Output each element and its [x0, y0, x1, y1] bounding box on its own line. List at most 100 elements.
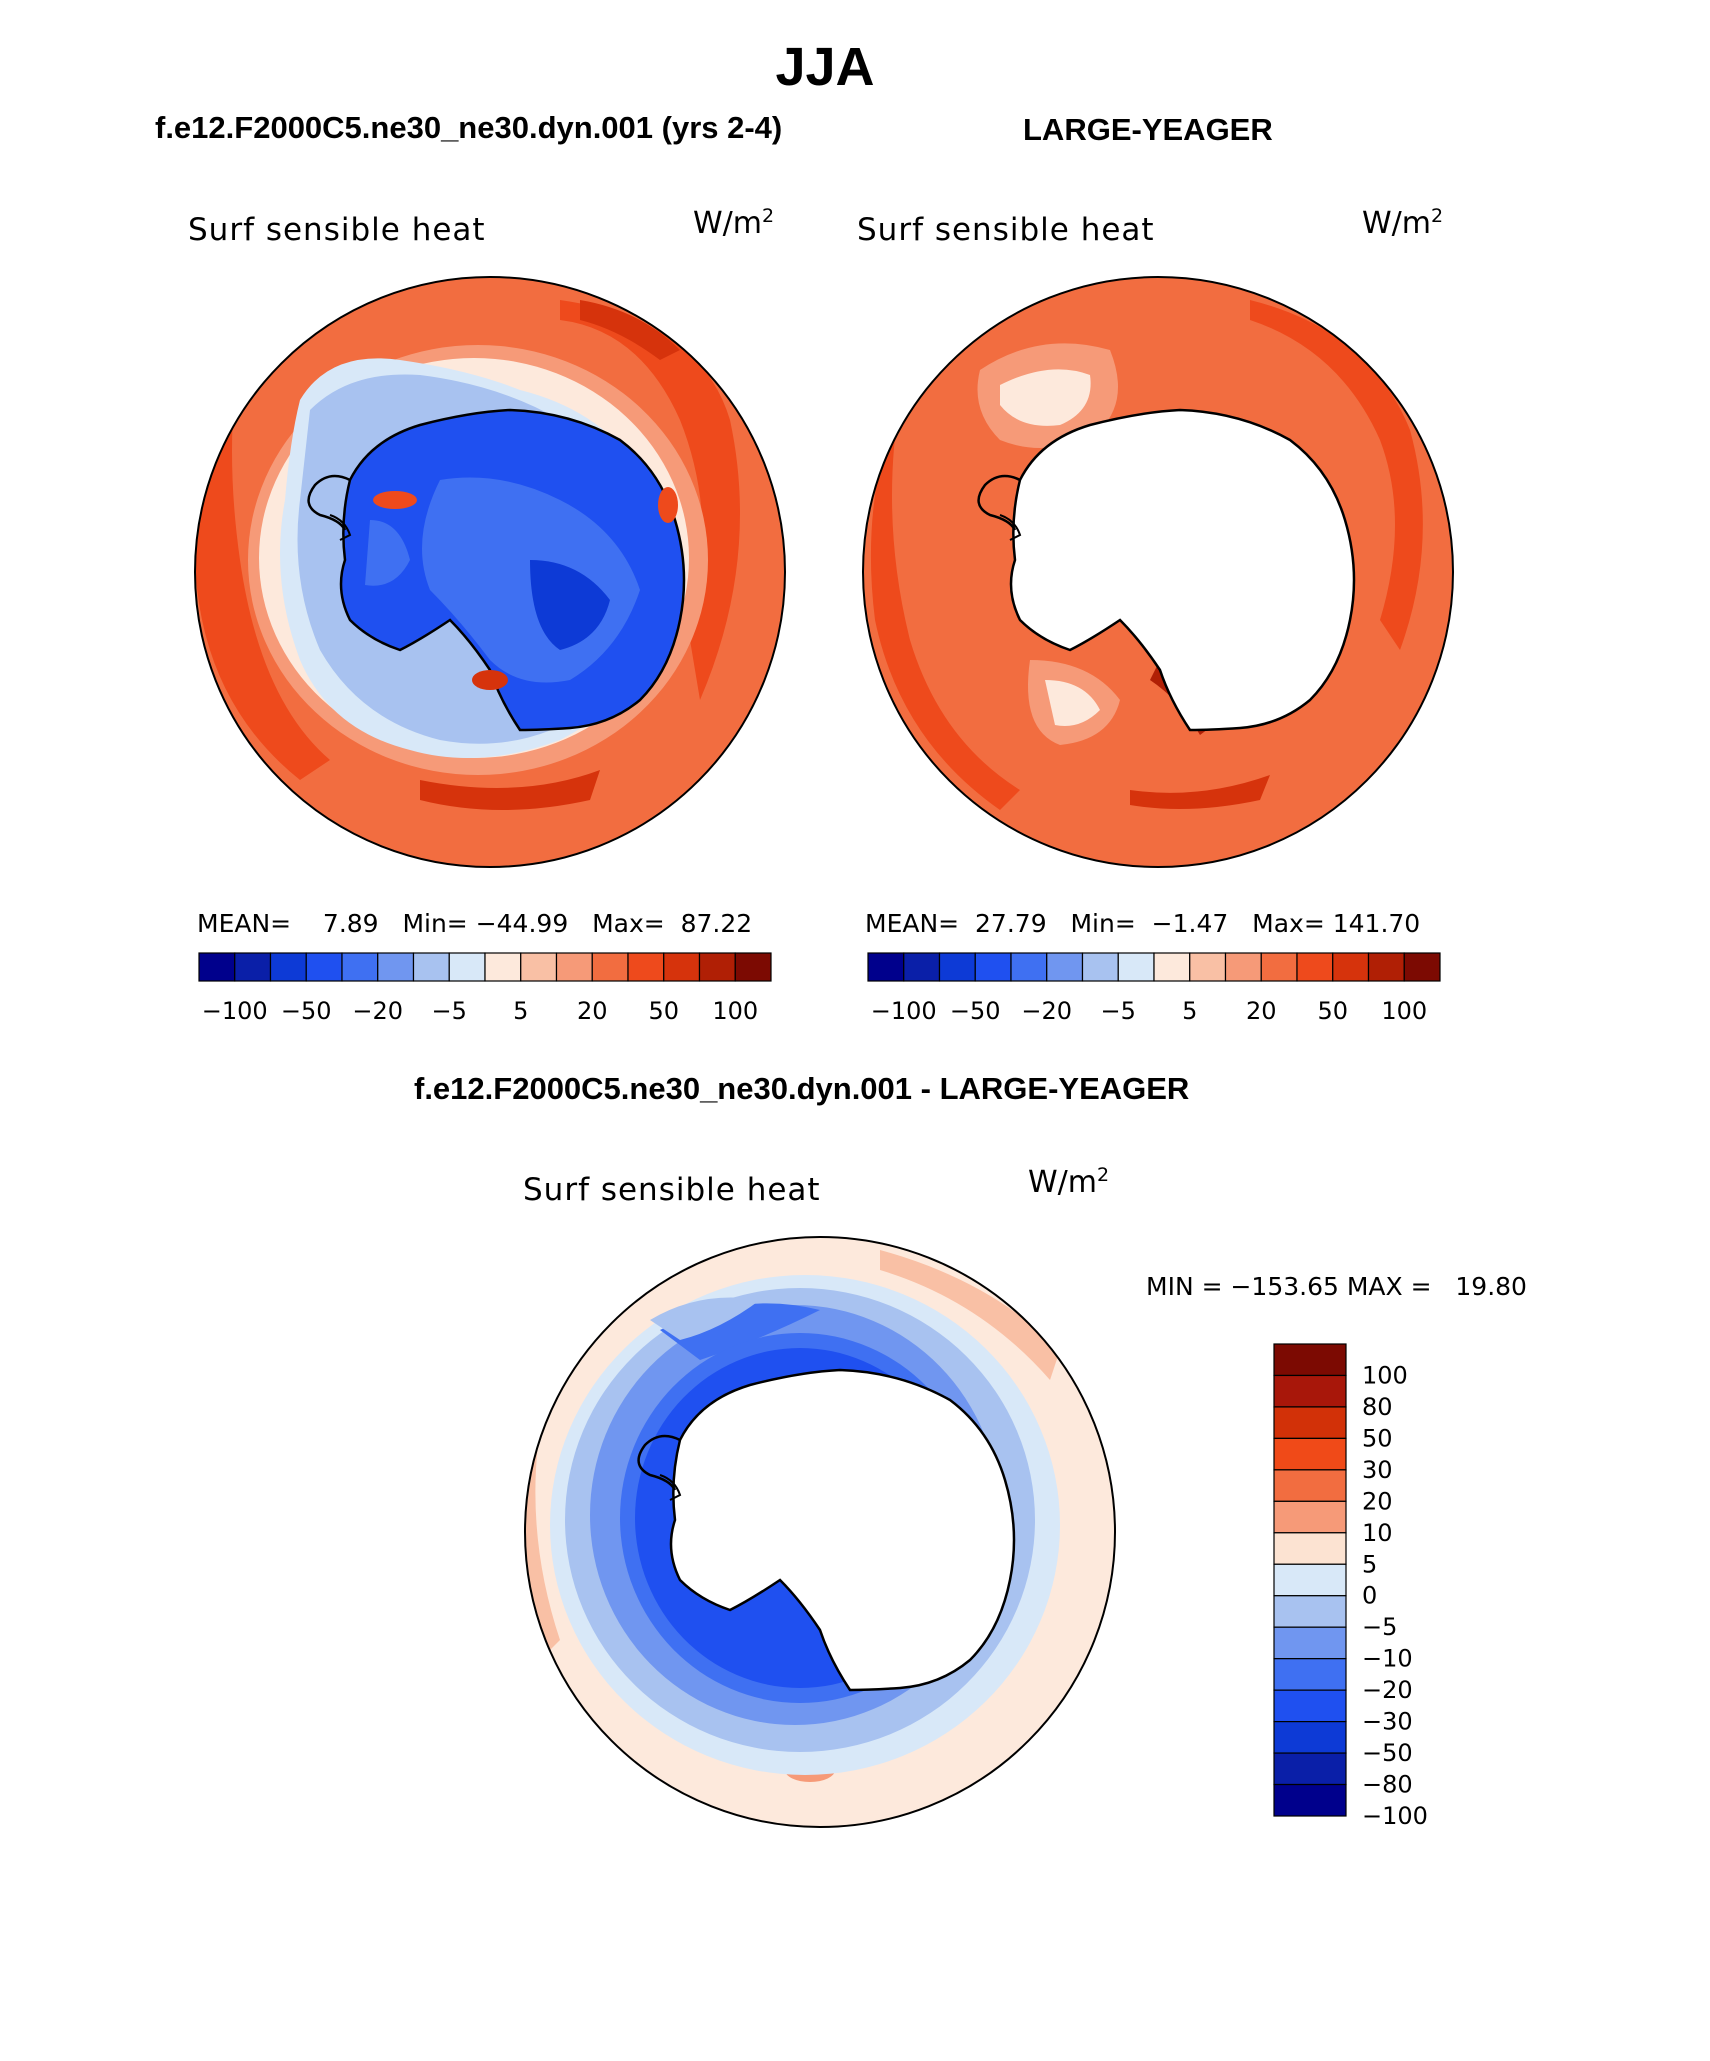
colorbar-difference-swatch — [1273, 1563, 1347, 1597]
colorbar-model-tick-label: −20 — [352, 997, 403, 1025]
colorbar-model-swatch — [627, 952, 665, 982]
minmax-difference: MIN = −153.65 MAX = 19.80 — [1146, 1272, 1527, 1301]
colorbar-model-swatch — [698, 952, 736, 982]
colorbar-model-tick-label: −50 — [281, 997, 332, 1025]
colorbar-difference-swatch — [1273, 1783, 1347, 1817]
colorbar-difference-tick-label: 100 — [1362, 1361, 1408, 1389]
colorbar-difference-tick-label: −50 — [1362, 1739, 1413, 1767]
colorbar-model-tick-label: 100 — [712, 997, 758, 1025]
colorbar-obs-tick-label: 20 — [1246, 997, 1277, 1025]
colorbar-model-swatch — [377, 952, 415, 982]
colorbar-obs-swatch — [1224, 952, 1262, 982]
colorbar-difference-swatch — [1273, 1532, 1347, 1565]
colorbar-model-swatch — [591, 952, 629, 982]
polar-map-obs — [863, 277, 1453, 867]
colorbar-obs-swatch — [974, 952, 1012, 982]
colorbar-model-swatch — [484, 952, 522, 982]
polar-map-model — [195, 277, 785, 867]
colorbar-difference-swatch — [1273, 1469, 1347, 1502]
colorbar-obs-tick-label: −5 — [1101, 997, 1136, 1025]
colorbar-obs-swatch — [1153, 952, 1191, 982]
colorbar-obs-swatch — [903, 952, 941, 982]
colorbar-obs-swatch — [1367, 952, 1405, 982]
colorbar-obs-tick-label: 50 — [1317, 997, 1348, 1025]
colorbar-obs-swatch — [1296, 952, 1334, 982]
colorbar-obs: −100 −50 −20 −5 5 20 50 100 — [867, 952, 1441, 1025]
figure-title: JJA — [775, 37, 875, 97]
colorbar-difference-tick-label: −100 — [1362, 1802, 1428, 1830]
colorbar-difference-tick-label: −5 — [1362, 1613, 1397, 1641]
colorbar-difference-swatch — [1273, 1595, 1347, 1628]
colorbar-model-tick-label: −5 — [432, 997, 467, 1025]
colorbar-difference-tick-label: 20 — [1362, 1487, 1393, 1515]
colorbar-model-swatch — [341, 952, 379, 982]
units-label-model: W/m2 — [693, 205, 775, 241]
colorbar-model-swatch — [305, 952, 343, 982]
colorbar-difference-swatch — [1273, 1752, 1347, 1786]
colorbar-model-swatch — [412, 952, 450, 982]
colorbar-obs-tick-label: 5 — [1182, 997, 1197, 1025]
map-border-difference — [524, 1236, 1116, 1828]
colorbar-difference-tick-label: 80 — [1362, 1393, 1393, 1421]
colorbar-difference-swatch — [1273, 1689, 1347, 1723]
panel-subtitle-model: f.e12.F2000C5.ne30_ne30.dyn.001 (yrs 2-4… — [155, 110, 783, 145]
panel-subtitle-obs: LARGE-YEAGER — [1023, 112, 1273, 147]
colorbar-model-swatch — [198, 952, 236, 982]
colorbar-obs-tick-label: −100 — [871, 997, 937, 1025]
colorbar-model-swatch — [448, 952, 486, 982]
map-border-model — [194, 276, 786, 868]
colorbar-model-swatch — [520, 952, 558, 982]
colorbar-obs-swatch — [1260, 952, 1298, 982]
colorbar-model-tick-label: 20 — [577, 997, 608, 1025]
colorbar-difference-tick-label: 0 — [1362, 1582, 1377, 1610]
colorbar-model-swatch — [663, 952, 701, 982]
colorbar-obs-swatch — [1046, 952, 1084, 982]
variable-label-obs: Surf sensible heat — [857, 212, 1155, 248]
colorbar-difference-tick-label: 50 — [1362, 1424, 1393, 1452]
colorbar-difference-swatch — [1273, 1343, 1347, 1377]
colorbar-difference-swatch — [1273, 1720, 1347, 1754]
colorbar-obs-swatch — [1010, 952, 1048, 982]
colorbar-model-swatch — [234, 952, 272, 982]
variable-label-model: Surf sensible heat — [188, 212, 486, 248]
colorbar-obs-tick-label: −50 — [950, 997, 1001, 1025]
stats-obs: MEAN= 27.79 Min= −1.47 Max= 141.70 — [865, 909, 1421, 938]
units-label-obs: W/m2 — [1362, 205, 1444, 241]
colorbar-difference-tick-label: −30 — [1362, 1708, 1413, 1736]
map-border-obs — [862, 276, 1454, 868]
colorbar-difference-swatch — [1273, 1500, 1347, 1534]
colorbar-obs-tick-label: −20 — [1021, 997, 1072, 1025]
colorbar-model-tick-label: 50 — [648, 997, 679, 1025]
colorbar-model-swatch — [269, 952, 307, 982]
colorbar-model-swatch — [555, 952, 593, 982]
colorbar-model-tick-label: −100 — [202, 997, 268, 1025]
difference-subtitle: f.e12.F2000C5.ne30_ne30.dyn.001 - LARGE-… — [414, 1071, 1190, 1106]
colorbar-obs-swatch — [1081, 952, 1119, 982]
colorbar-difference-swatch — [1273, 1437, 1347, 1471]
colorbar-model-swatch — [734, 952, 772, 982]
colorbar-difference-tick-label: 5 — [1362, 1550, 1377, 1578]
colorbar-difference-swatch — [1273, 1626, 1347, 1660]
variable-label-difference: Surf sensible heat — [523, 1172, 821, 1208]
colorbar-obs-swatch — [938, 952, 976, 982]
stats-model: MEAN= 7.89 Min= −44.99 Max= 87.22 — [197, 909, 753, 938]
colorbar-obs-swatch — [1189, 952, 1227, 982]
colorbar-difference-tick-label: −80 — [1362, 1771, 1413, 1799]
colorbar-difference-tick-label: 30 — [1362, 1456, 1393, 1484]
polar-map-difference — [525, 1237, 1115, 1827]
colorbar-model-tick-label: 5 — [513, 997, 528, 1025]
units-label-difference: W/m2 — [1028, 1164, 1110, 1200]
colorbar-obs-tick-label: 100 — [1381, 997, 1427, 1025]
colorbar-model: −100 −50 −20 −5 5 20 50 100 — [198, 952, 772, 1025]
colorbar-difference-tick-label: 10 — [1362, 1519, 1393, 1547]
colorbar-obs-swatch — [1332, 952, 1370, 982]
colorbar-obs-swatch — [867, 952, 905, 982]
colorbar-obs-swatch — [1117, 952, 1155, 982]
colorbar-obs-swatch — [1403, 952, 1441, 982]
colorbar-difference-swatch — [1273, 1406, 1347, 1440]
colorbar-difference-swatch — [1273, 1658, 1347, 1691]
colorbar-difference-tick-label: −20 — [1362, 1676, 1413, 1704]
colorbar-difference-swatch — [1273, 1374, 1347, 1408]
